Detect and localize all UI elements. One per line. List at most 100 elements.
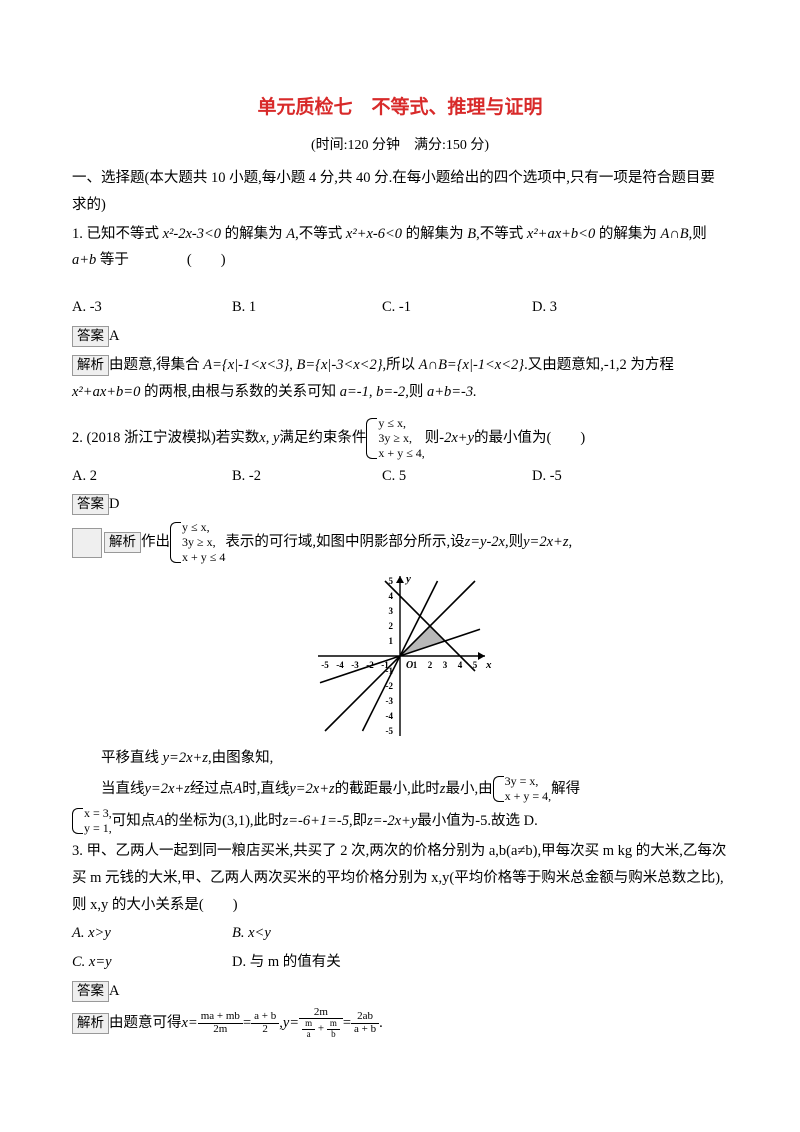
q3-explain: 解析由题意可得 x= ma + mb2m = a + b2 , y= 2m ma… [72,1007,728,1039]
t: ,即 [349,808,367,835]
q2-system: y ≤ x, 3y ≥ x, x + y ≤ 4, [366,416,424,461]
r: 3y = x, [505,774,539,788]
x-arrow-icon [478,652,485,660]
q1-opt-d: D. 3 [532,294,672,321]
t: , [289,357,296,373]
svg-text:4: 4 [458,660,463,670]
t: 满足约束条件 [279,425,366,452]
t: , [568,529,572,556]
r: 3y ≥ x, [378,431,412,445]
t: z=y-2x [465,529,505,556]
q2-explain-line1: 解析作出 y ≤ x, 3y ≥ x, x + y ≤ 4 表示的可行域,如图中… [72,520,728,565]
t: ,则 [505,529,523,556]
explain-tag: 解析 [72,355,109,376]
t: ,不等式 [295,226,346,242]
q2-system-2: y ≤ x, 3y ≥ x, x + y ≤ 4 [170,520,225,565]
r: y = 1, [84,821,112,835]
explain-block-icon [72,528,102,558]
q1-stem: 1. 已知不等式 x²-2x-3<0 的解集为 A,不等式 x²+x-6<0 的… [72,221,728,275]
t: A [155,808,164,835]
n: ma + mb [198,1011,243,1024]
t: 的最小值为( ) [474,425,585,452]
q1-opt-c: C. -1 [382,294,532,321]
t: 等于 ( ) [96,252,225,268]
q1-opt-a: A. -3 [72,294,232,321]
t: 经过点 [190,776,234,803]
q1-ans: A [109,328,119,344]
svg-text:-4: -4 [336,660,344,670]
t: ,则 [689,226,707,242]
t: 的解集为 [221,226,286,242]
q2-ans: D [109,496,119,512]
t: 作出 [141,529,170,556]
t: A [233,776,242,803]
svg-text:-3: -3 [351,660,359,670]
t: 的坐标为(3,1),此时 [164,808,282,835]
t: ,则 [405,384,427,400]
d: 2 [251,1024,279,1036]
d: a + b [351,1024,379,1036]
t: ,所以 [383,357,419,373]
t: 时,直线 [242,776,289,803]
x-label: x [485,659,492,671]
t: 最小值为-5.故选 D. [417,808,537,835]
q2-system-4: x = 3, y = 1, [72,806,112,836]
q3-options-row2: C. x=y D. 与 m 的值有关 [72,949,728,976]
svg-text:-3: -3 [386,696,394,706]
q2-stem: 2. (2018 浙江宁波模拟)若实数 x, y 满足约束条件 y ≤ x, 3… [72,416,728,461]
q1-expr2: x²+x-6<0 [346,226,402,242]
q2-opt-b: B. -2 [232,463,382,490]
t: . [379,1010,383,1037]
t: 由题意,得集合 [109,357,203,373]
t: 则 [425,425,440,452]
d: 2m [198,1024,243,1036]
svg-text:-5: -5 [321,660,329,670]
q3-ans: A [109,983,119,999]
t: 可知点 [112,808,156,835]
q1-text: 1. 已知不等式 [72,226,163,242]
q3-opt-d: D. 与 m 的值有关 [232,949,382,976]
q2-explain-line4: x = 3, y = 1, 可知点 A 的坐标为(3,1),此时 z=-6+1=… [72,806,728,836]
answer-tag: 答案 [72,326,109,347]
answer-tag: 答案 [72,981,109,1002]
t: A∩B={x|-1<x<2} [419,357,524,373]
n: a + b [251,1011,279,1024]
q3-opt-a: A. x>y [72,920,232,947]
t: 的解集为 [595,226,660,242]
t: y=2x+z [289,776,334,803]
t: ,由图象知, [208,750,273,766]
explain-tag: 解析 [104,532,141,553]
t: 由题意可得 [109,1010,182,1037]
page-subtitle: (时间:120 分钟 满分:150 分) [72,133,728,159]
q3-opt-b: B. x<y [232,920,382,947]
section-intro: 一、选择题(本大题共 10 小题,每小题 4 分,共 40 分.在每小题给出的四… [72,165,728,219]
t: x= [182,1010,198,1037]
frac-3: 2m ma + mb [299,1007,343,1039]
svg-text:1: 1 [389,636,394,646]
t: 的两根,由根与系数的关系可知 [140,384,339,400]
t: = [343,1010,351,1037]
q3-opt-c: C. x=y [72,949,232,976]
t: A={x|-1<x<3} [203,357,289,373]
frac-4: 2aba + b [351,1011,379,1035]
q2-explain-line3: 当直线 y=2x+z 经过点 A 时,直线 y=2x+z 的截距最小,此时 z … [72,774,728,804]
y-label: y [404,573,411,585]
t: x, y [259,425,279,452]
t: 当直线 [101,776,145,803]
t: z=-6+1=-5 [283,808,349,835]
t: 最小,由 [445,776,492,803]
r: x + y = 4, [505,789,552,803]
svg-text:2: 2 [428,660,433,670]
t: 解得 [551,776,580,803]
t: 的解集为 [402,226,467,242]
t: 平移直线 [101,750,163,766]
svg-text:1: 1 [413,660,418,670]
origin-label: O [406,660,413,671]
explain-tag: 解析 [72,1013,109,1034]
svg-text:4: 4 [389,591,394,601]
q2-opt-d: D. -5 [532,463,672,490]
r: x + y ≤ 4 [182,550,225,564]
svg-text:2: 2 [389,621,394,631]
t: a=-1, b=-2 [340,384,405,400]
svg-text:-5: -5 [386,726,394,736]
